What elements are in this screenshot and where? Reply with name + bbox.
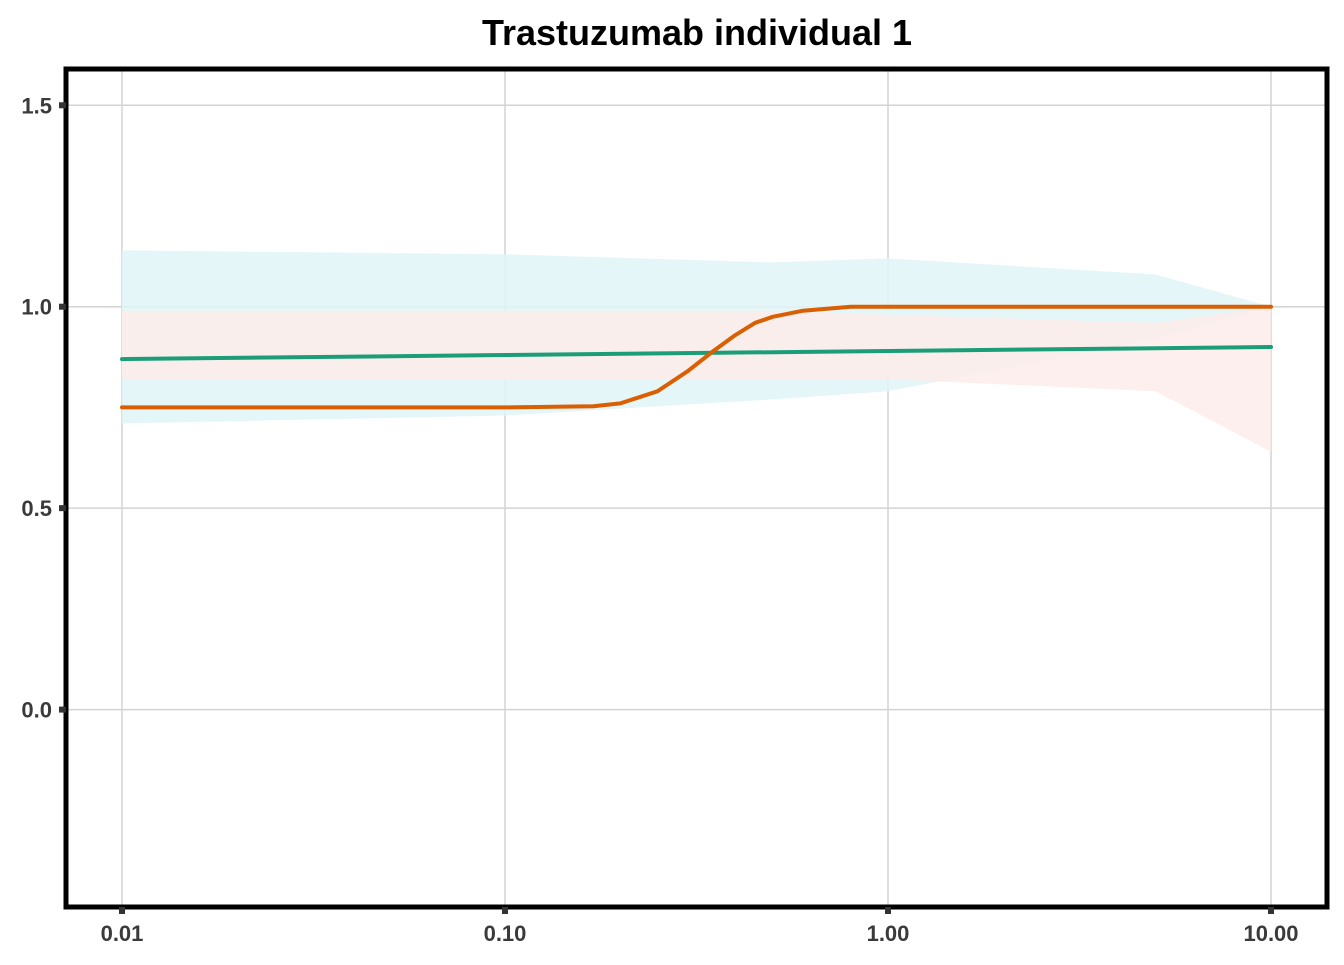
plot-area: 0.01 0.10 1.00 10.00 0.0 0.5 1.0 1.5 — [21, 66, 1330, 946]
y-tick-label: 1.0 — [21, 295, 52, 320]
chart-title: Trastuzumab individual 1 — [482, 12, 912, 53]
x-tick-label: 0.01 — [101, 921, 144, 946]
x-tick-label: 0.10 — [484, 921, 527, 946]
panel-border — [63, 66, 1330, 910]
series-line-2 — [120, 304, 1273, 410]
y-tick-label: 1.5 — [21, 93, 52, 118]
x-tick-label: 1.00 — [867, 921, 910, 946]
confidence-band-2 — [122, 306, 1271, 452]
y-tick-label: 0.0 — [21, 698, 52, 723]
x-tick-label: 10.00 — [1243, 921, 1298, 946]
series-line-1 — [120, 345, 1273, 362]
y-tick-label: 0.5 — [21, 496, 52, 521]
